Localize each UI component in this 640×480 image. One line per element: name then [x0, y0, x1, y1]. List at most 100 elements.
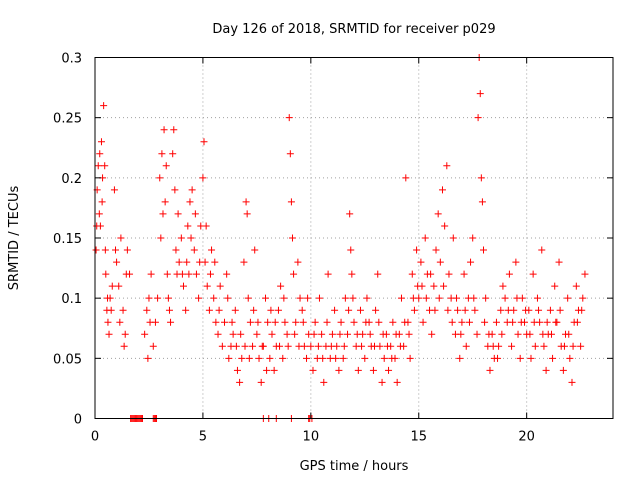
data-point	[378, 378, 386, 386]
data-point	[233, 366, 241, 374]
data-point	[324, 270, 332, 278]
data-point	[422, 294, 430, 302]
data-point	[172, 246, 180, 254]
data-point	[123, 246, 131, 254]
data-point	[188, 186, 196, 194]
chart-title: Day 126 of 2018, SRMTID for receiver p02…	[212, 22, 495, 37]
data-point	[95, 210, 103, 218]
data-point	[208, 246, 216, 254]
data-point	[286, 150, 294, 158]
data-point	[573, 318, 581, 326]
data-point	[164, 294, 172, 302]
data-point	[408, 270, 416, 278]
data-point	[379, 330, 387, 338]
data-point	[115, 282, 123, 290]
data-point	[457, 330, 465, 338]
data-point	[402, 174, 410, 182]
data-point	[291, 330, 299, 338]
data-point	[195, 294, 203, 302]
data-point	[241, 342, 249, 350]
data-point	[327, 342, 335, 350]
data-point	[149, 342, 157, 350]
grid	[95, 57, 613, 419]
y-tick-label: 0.15	[53, 232, 82, 247]
data-point	[183, 258, 191, 266]
x-tick-label: 15	[410, 430, 427, 445]
data-point	[221, 318, 228, 326]
data-point	[186, 198, 194, 206]
data-point	[303, 354, 311, 362]
data-point	[171, 186, 179, 194]
data-point	[243, 210, 251, 218]
data-point	[218, 342, 226, 350]
data-point	[206, 270, 214, 278]
data-point	[522, 306, 530, 314]
data-point	[471, 306, 479, 314]
y-tick-label: 0.1	[61, 292, 82, 307]
data-point	[285, 114, 293, 122]
data-point	[98, 198, 106, 206]
data-point	[117, 234, 125, 242]
data-point	[354, 366, 362, 374]
data-point	[497, 306, 505, 314]
data-point	[151, 318, 159, 326]
data-point	[162, 162, 170, 170]
data-point	[196, 258, 204, 266]
y-tick-label: 0.05	[53, 352, 82, 367]
data-point	[444, 306, 452, 314]
data-point	[339, 354, 347, 362]
data-point	[174, 210, 182, 218]
data-point	[389, 318, 397, 326]
data-point	[559, 366, 567, 374]
y-tick-label: 0	[74, 413, 82, 428]
data-point	[406, 354, 414, 362]
data-point	[287, 198, 295, 206]
data-point	[158, 150, 166, 158]
data-point	[566, 354, 574, 362]
data-point	[350, 318, 358, 326]
data-point	[579, 294, 587, 302]
data-point	[539, 330, 547, 338]
data-point	[264, 318, 272, 326]
data-point	[569, 342, 577, 350]
data-point	[349, 294, 357, 302]
data-point	[383, 342, 391, 350]
data-point	[396, 342, 404, 350]
data-point	[353, 330, 361, 338]
data-point	[175, 258, 183, 266]
data-point	[120, 342, 128, 350]
data-point	[110, 186, 118, 194]
data-point	[380, 354, 388, 362]
data-point	[236, 378, 244, 386]
data-point	[100, 102, 108, 110]
data-point	[161, 198, 169, 206]
data-point	[435, 294, 443, 302]
data-point	[281, 318, 289, 326]
data-point	[231, 306, 239, 314]
data-point	[401, 318, 409, 326]
data-point	[413, 246, 421, 254]
data-point	[505, 270, 513, 278]
data-point	[244, 294, 252, 302]
data-point	[481, 318, 489, 326]
data-point	[556, 306, 564, 314]
data-point	[547, 330, 555, 338]
data-point	[277, 282, 285, 290]
data-point	[145, 294, 153, 302]
data-point	[144, 354, 152, 362]
data-point	[112, 246, 120, 254]
data-point	[92, 246, 100, 254]
data-point	[445, 270, 453, 278]
data-point	[310, 330, 318, 338]
y-tick-label: 0.25	[53, 112, 82, 127]
data-point	[374, 270, 382, 278]
data-point	[474, 114, 482, 122]
data-point	[101, 162, 109, 170]
data-point	[565, 330, 573, 338]
data-point	[448, 318, 456, 326]
data-point	[311, 318, 319, 326]
data-point	[551, 282, 559, 290]
data-point	[462, 342, 470, 350]
data-point	[375, 318, 383, 326]
